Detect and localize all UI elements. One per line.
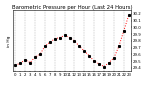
Title: Barometric Pressure per Hour (Last 24 Hours): Barometric Pressure per Hour (Last 24 Ho… (12, 5, 132, 10)
Y-axis label: in Hg: in Hg (7, 35, 11, 47)
